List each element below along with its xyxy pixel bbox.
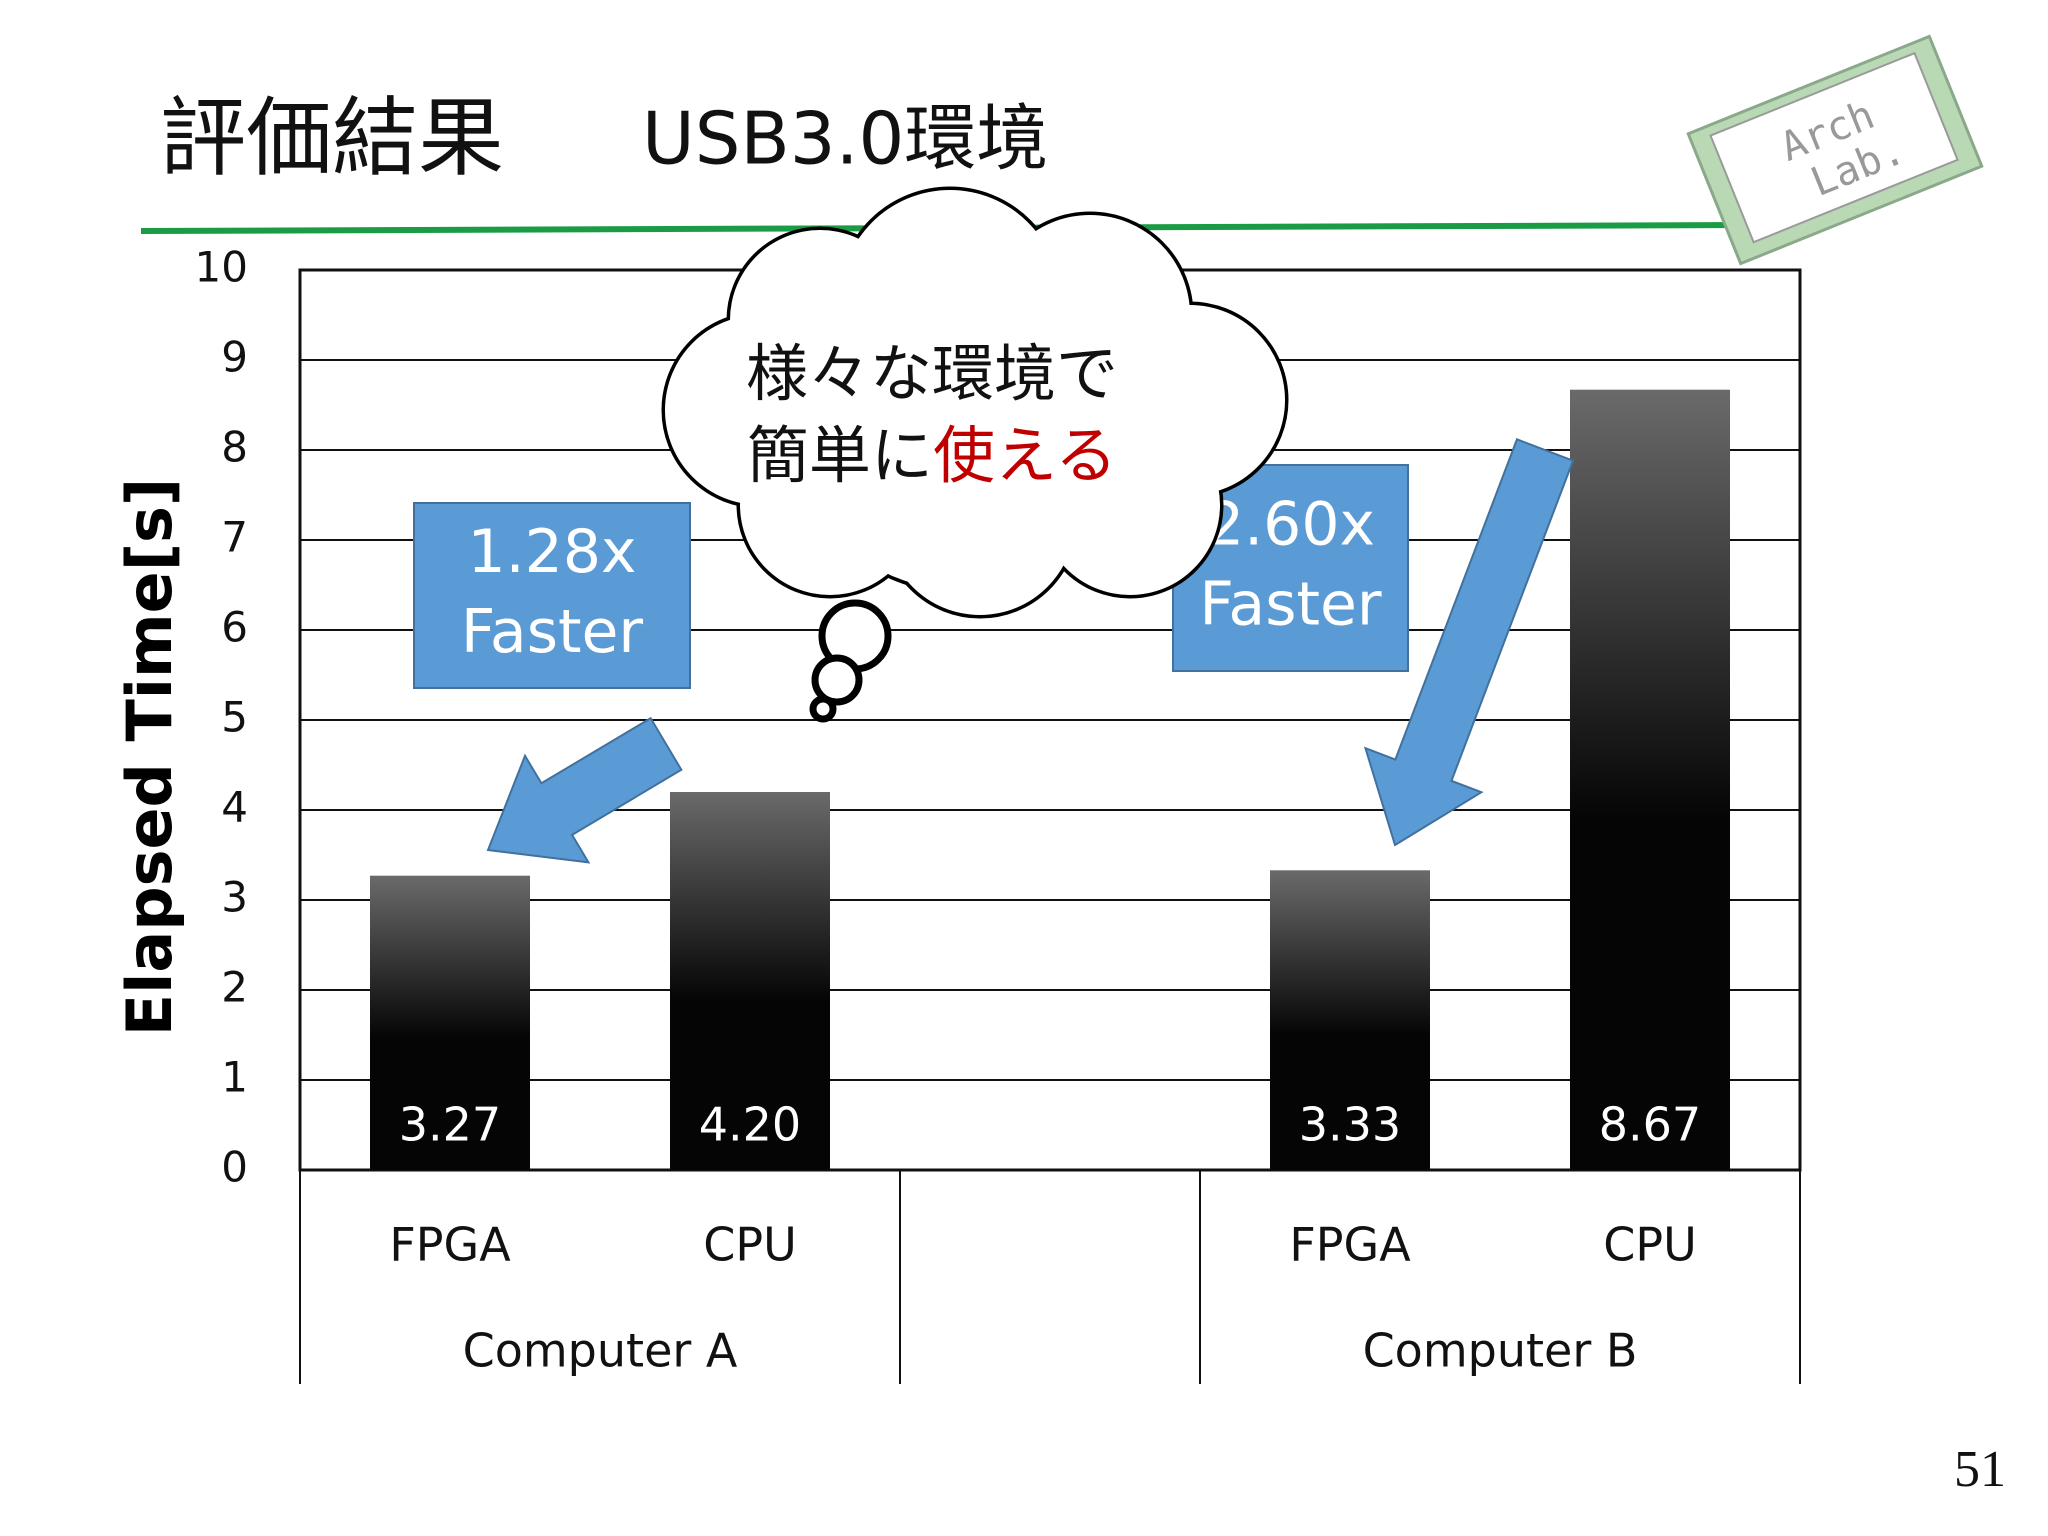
- y-tick-label: 8: [221, 423, 248, 472]
- annotation-text: 2.60x: [1206, 490, 1375, 560]
- arrow: [486, 716, 683, 864]
- cloud-fill: [790, 250, 1130, 590]
- x-tick-label: CPU: [1603, 1218, 1697, 1272]
- y-tick-label: 9: [221, 333, 248, 382]
- x-tick-label: FPGA: [1289, 1218, 1411, 1272]
- callout-emphasis: 使える: [933, 419, 1117, 492]
- page-number: 51: [1954, 1441, 2006, 1498]
- y-tick-label: 4: [221, 783, 248, 832]
- slide-title: 評価結果: [160, 88, 504, 188]
- slide-subtitle: USB3.0環境: [642, 97, 1048, 181]
- bar: [670, 792, 830, 1170]
- value-label: 3.27: [399, 1098, 501, 1152]
- y-axis-title: Elapsed Time[s]: [113, 478, 186, 1037]
- callout-text-part: 簡単に: [747, 419, 933, 492]
- cloud-outline: [809, 695, 837, 723]
- annotation-text: Faster: [1199, 570, 1381, 640]
- cloud-outline: [811, 654, 863, 706]
- value-label: 8.67: [1599, 1098, 1701, 1152]
- y-tick-label: 3: [221, 873, 248, 922]
- value-label: 3.33: [1299, 1098, 1401, 1152]
- y-tick-label: 10: [195, 243, 248, 292]
- annotation-box: [413, 502, 691, 689]
- group-label: Computer B: [1363, 1324, 1638, 1378]
- arrow: [1363, 438, 1575, 847]
- callout-text: 様々な環境で: [746, 337, 1118, 410]
- y-tick-label: 2: [221, 963, 248, 1012]
- y-tick-label: 5: [221, 693, 248, 742]
- x-tick-label: CPU: [703, 1218, 797, 1272]
- logo-face: [1709, 51, 1959, 244]
- bar: [1570, 389, 1730, 1170]
- callout-text: 簡単に使える: [747, 419, 1117, 492]
- bar: [1270, 870, 1430, 1170]
- y-tick-label: 1: [221, 1053, 248, 1102]
- bar: [370, 875, 530, 1170]
- group-label: Computer A: [463, 1324, 738, 1378]
- y-tick-label: 0: [221, 1143, 248, 1192]
- y-tick-label: 6: [221, 603, 248, 652]
- annotation-text: Faster: [461, 597, 643, 667]
- y-tick-label: 7: [221, 513, 248, 562]
- x-tick-label: FPGA: [389, 1218, 511, 1272]
- annotation-text: 1.28x: [467, 517, 636, 587]
- value-label: 4.20: [699, 1098, 801, 1152]
- logo: Arch Lab.: [1686, 34, 1984, 266]
